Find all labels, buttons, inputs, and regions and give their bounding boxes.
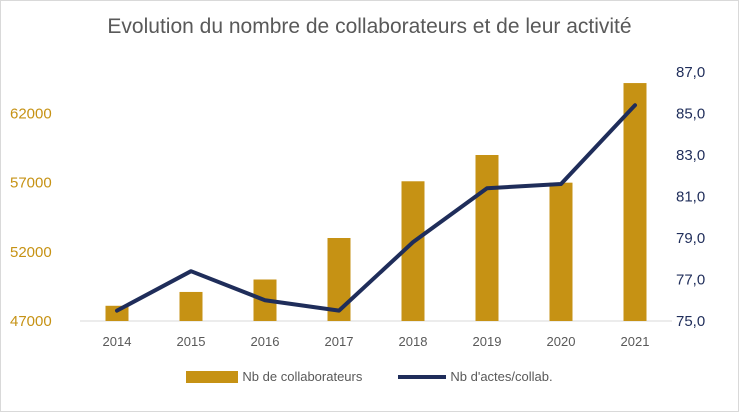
legend-item-line: Nb d'actes/collab. <box>398 369 553 384</box>
left-tick-label: 57000 <box>10 175 52 192</box>
left-tick-label: 52000 <box>10 244 52 261</box>
right-tick-label: 87,0 <box>676 64 705 81</box>
legend-line-label: Nb d'actes/collab. <box>450 369 553 384</box>
right-tick-label: 75,0 <box>676 313 705 330</box>
right-tick-label: 79,0 <box>676 230 705 247</box>
left-axis-ticks: 47000 52000 57000 62000 <box>10 106 52 331</box>
bar-series <box>105 83 647 321</box>
line-series-group <box>115 103 637 313</box>
left-tick-label: 62000 <box>10 106 52 123</box>
bar-2018 <box>401 181 425 321</box>
legend-item-bar: Nb de collaborateurs <box>186 369 362 384</box>
activity-line <box>115 103 637 313</box>
legend-line-swatch <box>398 374 447 379</box>
x-tick-label: 2014 <box>103 334 132 349</box>
right-tick-label: 81,0 <box>676 189 705 206</box>
x-tick-label: 2018 <box>399 334 428 349</box>
right-tick-label: 77,0 <box>676 272 705 289</box>
bar-2019 <box>475 155 499 321</box>
x-tick-label: 2017 <box>325 334 354 349</box>
x-tick-label: 2015 <box>177 334 206 349</box>
legend-bar-label: Nb de collaborateurs <box>242 369 363 384</box>
x-tick-label: 2021 <box>621 334 650 349</box>
right-tick-label: 85,0 <box>676 106 705 123</box>
legend: Nb de collaborateurs Nb d'actes/collab. <box>0 369 739 384</box>
bar-2021 <box>623 83 647 321</box>
right-tick-label: 83,0 <box>676 147 705 164</box>
x-tick-label: 2016 <box>251 334 280 349</box>
bar-2020 <box>549 182 573 321</box>
x-tick-label: 2020 <box>547 334 576 349</box>
right-axis-ticks: 75,0 77,0 79,0 81,0 83,0 85,0 87,0 <box>676 64 705 330</box>
x-tick-label: 2019 <box>473 334 502 349</box>
x-axis-ticks: 2014 2015 2016 2017 2018 2019 2020 2021 <box>103 334 650 349</box>
left-tick-label: 47000 <box>10 313 52 330</box>
bar-2015 <box>179 291 203 321</box>
legend-bar-swatch <box>186 370 239 383</box>
bar-2017 <box>327 238 351 321</box>
chart-title: Evolution du nombre de collaborateurs et… <box>107 15 632 38</box>
